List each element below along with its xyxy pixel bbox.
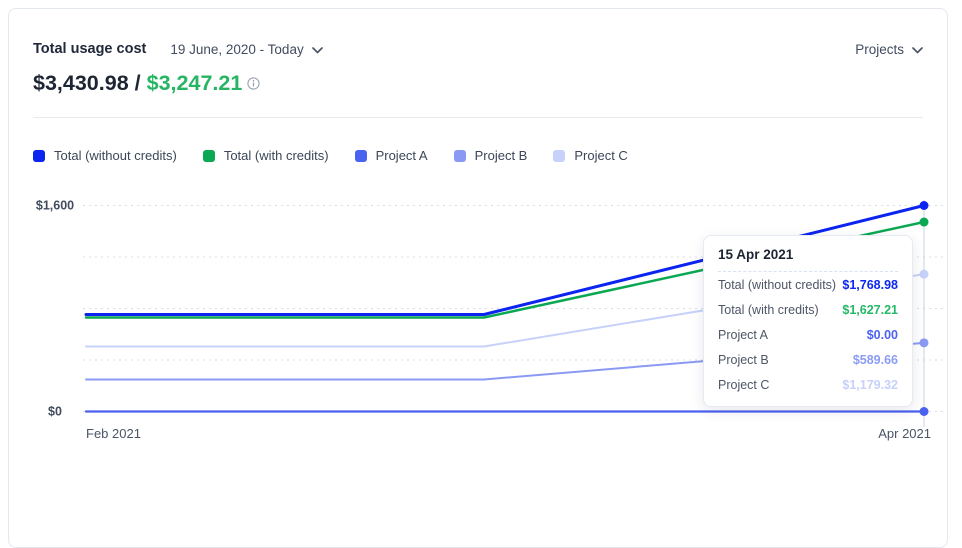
tooltip-row-label: Project C bbox=[718, 378, 769, 392]
tooltip-row-value: $0.00 bbox=[867, 328, 898, 342]
legend-item-4[interactable]: Project B bbox=[454, 148, 528, 163]
chevron-down-icon bbox=[912, 42, 923, 57]
legend-label: Total (with credits) bbox=[224, 148, 329, 163]
series-point-marker-4 bbox=[920, 338, 929, 347]
y-axis-label-max: $1,600 bbox=[36, 199, 74, 213]
legend-item-3[interactable]: Project A bbox=[355, 148, 428, 163]
page-title: Total usage cost bbox=[33, 41, 146, 57]
tooltip-row: Project A $0.00 bbox=[718, 322, 898, 347]
x-axis-label-left: Feb 2021 bbox=[86, 426, 141, 441]
legend-swatch bbox=[553, 150, 565, 162]
chart-tooltip: 15 Apr 2021 Total (without credits) $1,76… bbox=[703, 235, 913, 407]
chart-legend: Total (without credits) Total (with credi… bbox=[33, 148, 923, 163]
legend-label: Project B bbox=[475, 148, 528, 163]
usage-cost-card: Total usage cost 19 June, 2020 - Today P… bbox=[8, 8, 948, 548]
amount-separator: / bbox=[135, 71, 141, 96]
tooltip-row-value: $1,179.32 bbox=[842, 378, 898, 392]
tooltip-row: Total (with credits) $1,627.21 bbox=[718, 297, 898, 322]
tooltip-row: Project C $1,179.32 bbox=[718, 372, 898, 397]
total-amounts: $3,430.98 / $3,247.21 bbox=[33, 71, 923, 96]
legend-swatch bbox=[454, 150, 466, 162]
date-range-value: 19 June, 2020 - Today bbox=[170, 42, 303, 57]
legend-label: Project C bbox=[574, 148, 627, 163]
tooltip-row-label: Total (without credits) bbox=[718, 278, 836, 292]
tooltip-row-label: Project B bbox=[718, 353, 769, 367]
tooltip-row-value: $1,627.21 bbox=[842, 303, 898, 317]
series-point-marker-5 bbox=[920, 270, 929, 279]
x-axis-label-right: Apr 2021 bbox=[878, 426, 931, 441]
projects-dropdown[interactable]: Projects bbox=[855, 42, 923, 57]
chevron-down-icon bbox=[312, 42, 323, 57]
card-header: Total usage cost 19 June, 2020 - Today P… bbox=[33, 39, 923, 59]
series-point-marker-3 bbox=[920, 407, 929, 416]
y-axis-label-zero: $0 bbox=[48, 405, 62, 419]
series-point-marker-2 bbox=[920, 218, 929, 227]
legend-item-2[interactable]: Total (with credits) bbox=[203, 148, 329, 163]
chart-area: $1,600 $0 Feb 2021 Apr 2021 15 Apr 2021 Tot… bbox=[33, 195, 949, 445]
projects-dropdown-label: Projects bbox=[855, 42, 904, 57]
tooltip-row-label: Total (with credits) bbox=[718, 303, 819, 317]
tooltip-row-value: $589.66 bbox=[853, 353, 898, 367]
legend-swatch bbox=[355, 150, 367, 162]
tooltip-row: Total (without credits) $1,768.98 bbox=[718, 272, 898, 297]
tooltip-row-value: $1,768.98 bbox=[842, 278, 898, 292]
date-range-selector[interactable]: 19 June, 2020 - Today bbox=[170, 42, 322, 57]
legend-item-5[interactable]: Project C bbox=[553, 148, 627, 163]
tooltip-date: 15 Apr 2021 bbox=[718, 247, 898, 271]
legend-item-1[interactable]: Total (without credits) bbox=[33, 148, 177, 163]
info-icon[interactable] bbox=[247, 77, 260, 90]
legend-label: Project A bbox=[376, 148, 428, 163]
tooltip-row-label: Project A bbox=[718, 328, 768, 342]
series-point-marker-1 bbox=[920, 201, 929, 210]
legend-swatch bbox=[203, 150, 215, 162]
amount-with-credits: $3,247.21 bbox=[147, 71, 243, 96]
amount-without-credits: $3,430.98 bbox=[33, 71, 129, 96]
legend-label: Total (without credits) bbox=[54, 148, 177, 163]
tooltip-row: Project B $589.66 bbox=[718, 347, 898, 372]
legend-swatch bbox=[33, 150, 45, 162]
header-divider bbox=[33, 117, 923, 118]
